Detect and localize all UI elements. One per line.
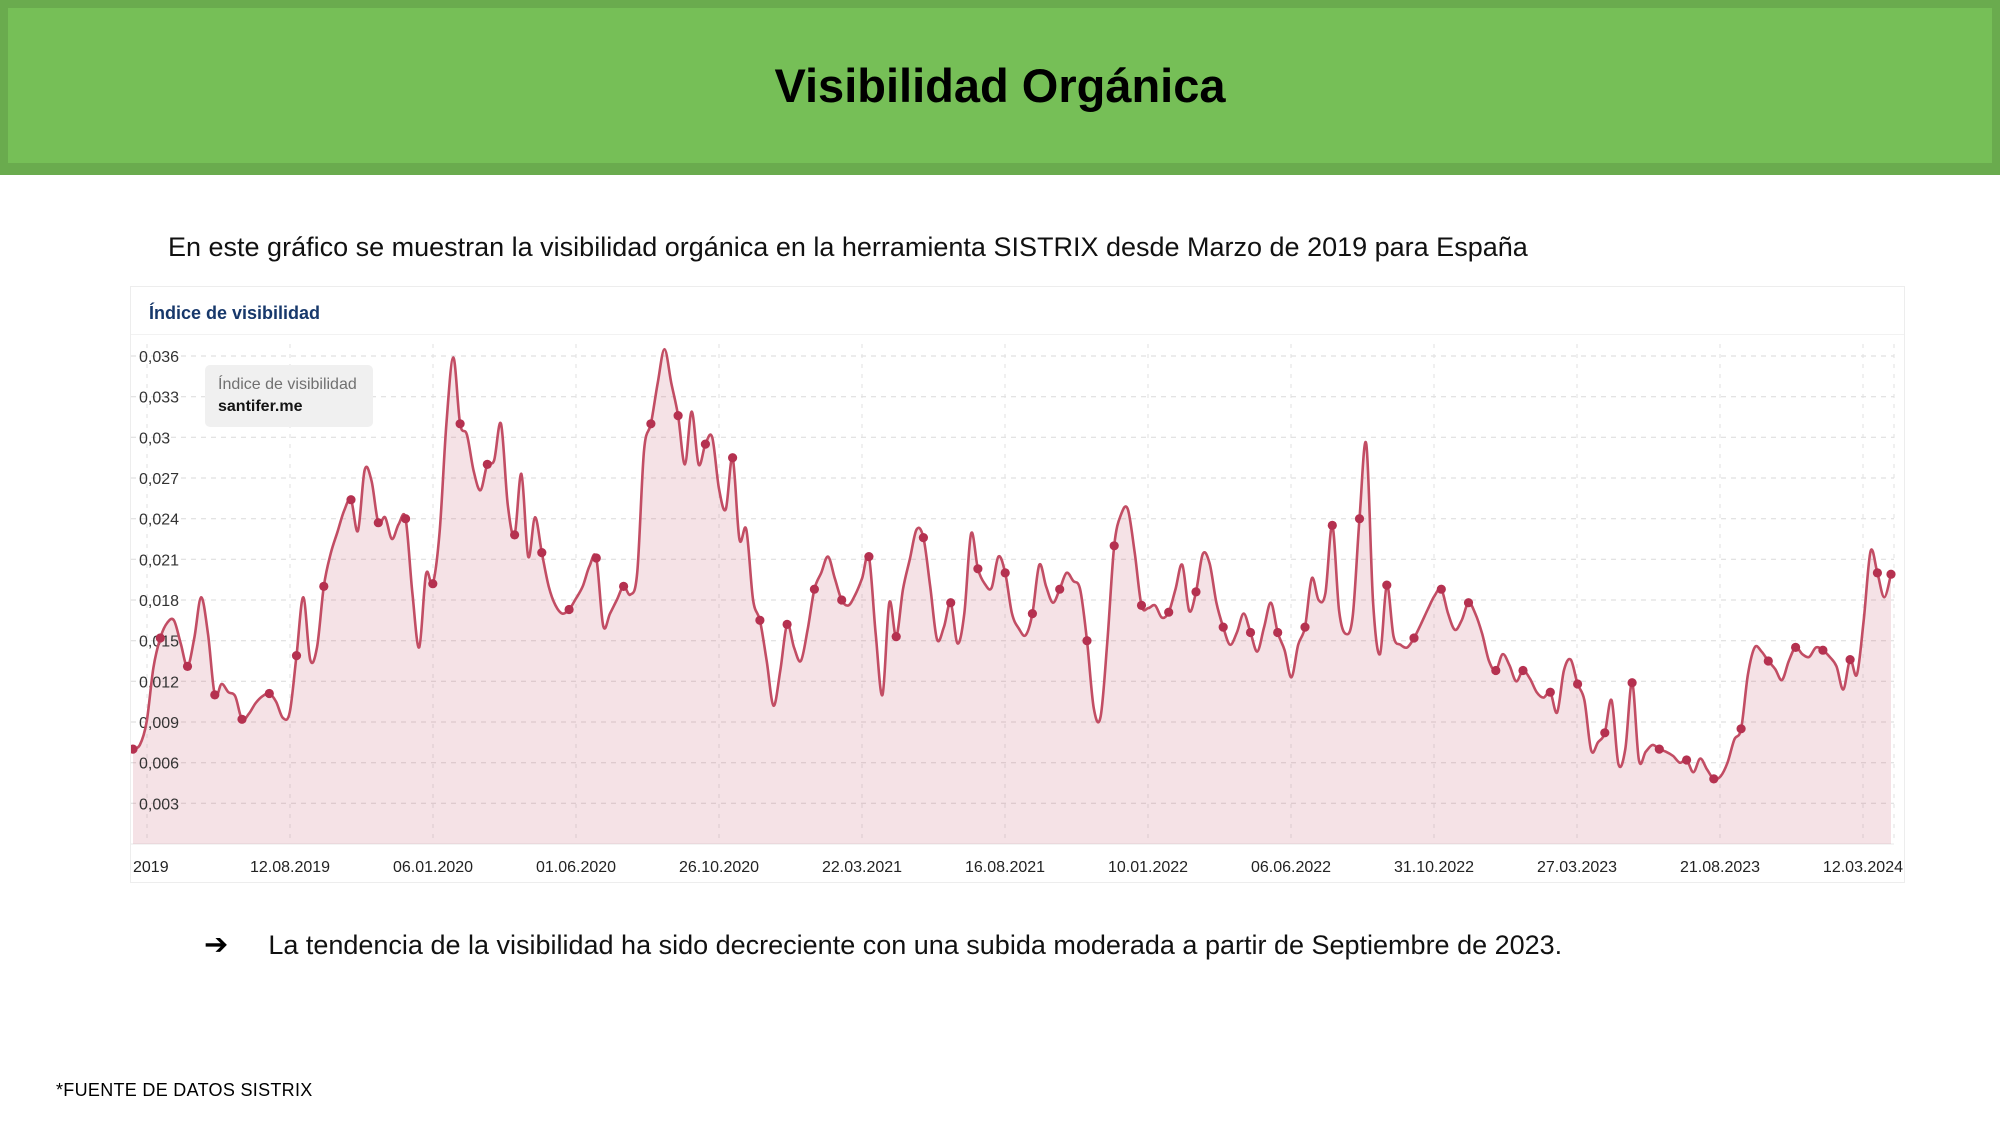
chart-description: En este gráfico se muestran la visibilid… <box>168 232 1528 262</box>
x-axis-labels: 2019 12.08.2019 06.01.2020 01.06.2020 26.10.… <box>133 859 1903 876</box>
data-source-note: *FUENTE DE DATOS SISTRIX <box>56 1080 313 1100</box>
page-title: Visibilidad Orgánica <box>774 59 1226 112</box>
x-tick-label: 27.03.2023 <box>1537 859 1617 876</box>
x-tick-label: 31.10.2022 <box>1394 859 1474 876</box>
x-tick-label: 06.06.2022 <box>1251 859 1331 876</box>
chart-title: Índice de visibilidad <box>131 287 1904 335</box>
y-tick-label: 0,036 <box>139 349 179 366</box>
grid-lines <box>131 344 1895 845</box>
x-tick-label: 12.08.2019 <box>250 859 330 876</box>
x-tick-label: 10.01.2022 <box>1108 859 1188 876</box>
y-tick-label: 0,003 <box>139 796 179 813</box>
y-tick-label: 0,033 <box>139 390 179 407</box>
x-tick-label: 21.08.2023 <box>1680 859 1760 876</box>
x-tick-label: 01.06.2020 <box>536 859 616 876</box>
visibility-chart: 0,0360,0330,030,0270,0240,0210,0180,0150… <box>131 344 1903 876</box>
y-tick-label: 0,012 <box>139 674 179 691</box>
x-tick-label: 06.01.2020 <box>393 859 473 876</box>
x-tick-label: 12.03.2024 <box>1823 859 1903 876</box>
y-tick-label: 0,018 <box>139 593 179 610</box>
takeaway-text: La tendencia de la visibilidad ha sido d… <box>268 930 1563 960</box>
y-tick-label: 0,006 <box>139 756 179 773</box>
x-tick-label: 22.03.2021 <box>822 859 902 876</box>
takeaway-bullet: ➔ La tendencia de la visibilidad ha sido… <box>204 927 1562 962</box>
chart-legend: Índice de visibilidad santifer.me <box>205 365 373 428</box>
legend-domain-label: santifer.me <box>218 397 303 415</box>
x-tick-label: 26.10.2020 <box>679 859 759 876</box>
y-tick-label: 0,027 <box>139 471 179 488</box>
y-tick-label: 0,024 <box>139 512 179 529</box>
data-points <box>131 411 1896 784</box>
x-tick-label: 2019 <box>133 859 169 876</box>
legend-metric-label: Índice de visibilidad <box>218 376 357 393</box>
line-series <box>131 347 1893 781</box>
sistrix-chart-panel: Índice de visibilidad Índice de visibili… <box>130 286 1905 883</box>
header-banner: Visibilidad Orgánica <box>0 0 2000 175</box>
area-series <box>133 349 1891 844</box>
x-tick-label: 16.08.2021 <box>965 859 1045 876</box>
y-tick-label: 0,009 <box>139 715 179 732</box>
y-tick-label: 0,03 <box>139 430 170 447</box>
y-tick-label: 0,021 <box>139 552 179 569</box>
arrow-bullet-icon: ➔ <box>204 929 229 961</box>
